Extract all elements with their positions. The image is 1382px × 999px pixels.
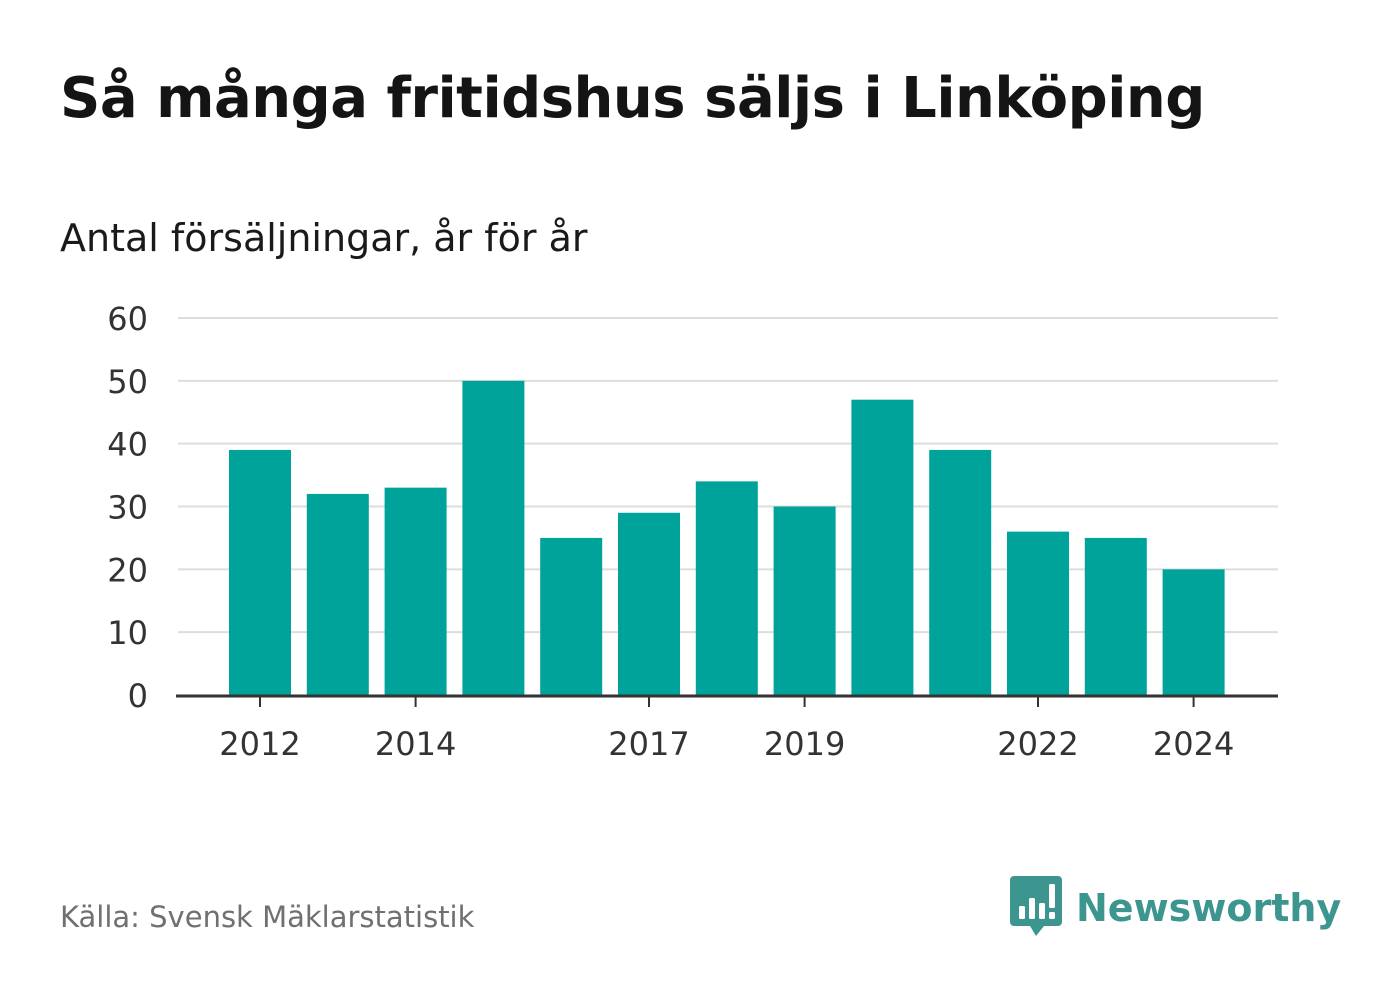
y-tick-label: 0	[128, 677, 148, 715]
y-tick-label: 50	[107, 363, 148, 401]
y-tick-label: 40	[107, 426, 148, 464]
brand-logo: Newsworthy	[1010, 876, 1341, 940]
y-tick-label: 30	[107, 489, 148, 527]
bar	[462, 380, 525, 695]
x-tick-label: 2017	[608, 725, 689, 763]
bar	[1162, 569, 1225, 695]
bar	[773, 506, 836, 695]
x-axis-tick-labels: 2012 2014 2017 2019 2022 2024	[219, 725, 1234, 763]
x-tick-label: 2014	[375, 725, 456, 763]
y-tick-label: 10	[107, 614, 148, 652]
bar	[540, 537, 603, 695]
bar	[929, 449, 992, 695]
chart-subtitle: Antal försäljningar, år för år	[60, 216, 588, 260]
bar	[1007, 531, 1069, 695]
y-axis-tick-labels: 0 10 20 30 40 50 60	[107, 300, 148, 715]
x-tick-label: 2019	[764, 725, 845, 763]
x-tick-label: 2022	[997, 725, 1078, 763]
bar	[851, 399, 914, 695]
bar	[618, 512, 680, 695]
y-tick-label: 60	[107, 300, 148, 338]
chart-title: Så många fritidshus säljs i Linköping	[60, 66, 1205, 131]
bar	[229, 449, 291, 695]
y-tick-label: 20	[107, 551, 148, 589]
brand-name: Newsworthy	[1076, 886, 1342, 930]
bar-chart: 0 10 20 30 40 50 60 2012 2014 2017 2019 2022 2024	[107, 300, 1278, 763]
x-axis	[176, 694, 1278, 707]
x-tick-label: 2024	[1153, 725, 1234, 763]
bar	[306, 493, 369, 695]
bars	[229, 380, 1225, 695]
bar	[695, 481, 758, 695]
source-note: Källa: Svensk Mäklarstatistik	[60, 900, 475, 934]
bar	[384, 487, 447, 695]
bar-chart-speech-bubble-icon	[1010, 876, 1062, 936]
bar	[1084, 537, 1147, 695]
x-tick-label: 2012	[219, 725, 300, 763]
